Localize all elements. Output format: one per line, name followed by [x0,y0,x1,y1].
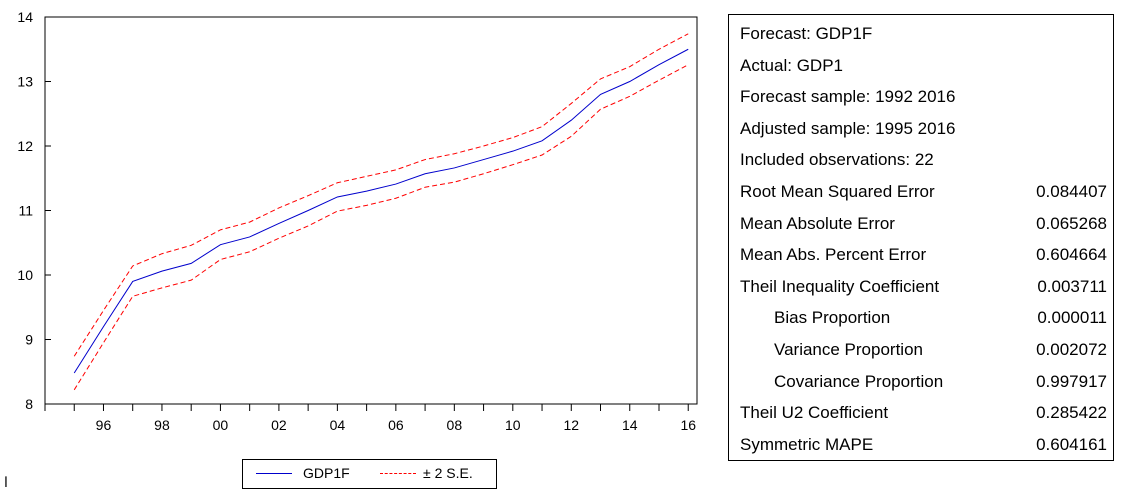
y-tick-label: 10 [17,267,33,283]
stat-row: Actual: GDP1 [729,50,1113,82]
stat-label: Covariance Proportion [774,371,944,391]
forecast-legend-swatch [256,473,292,474]
x-tick-label: 12 [563,417,579,433]
stat-row: Theil U2 Coefficient 0.285422 [729,397,1113,429]
x-tick-label: 02 [271,417,287,433]
stat-label: Variance Proportion [774,340,923,359]
y-tick-label: 11 [18,203,33,219]
x-tick-label: 04 [330,417,346,433]
stat-label: Theil U2 Coefficient [740,403,889,423]
lower-se-band-line [73,64,689,391]
stat-label: Actual: GDP1 [740,55,843,75]
x-tick-label: 14 [622,417,638,433]
stat-value: 0.003711 [1037,276,1107,296]
x-axis: 96 98 00 02 04 06 08 10 12 14 16 [44,404,696,433]
stat-value: 0.604664 [1036,245,1107,265]
stat-row: Variance Proportion 0.002072 [729,334,1113,366]
stat-label: Bias Proportion [774,308,891,328]
stat-label: Root Mean Squared Error [740,182,935,201]
x-tick-label: 10 [505,417,521,433]
stat-row: Theil Inequality Coefficient 0.003711 [729,271,1113,303]
stat-row: Bias Proportion 0.000011 [729,302,1113,334]
stat-row: Included observations: 22 [729,144,1113,176]
stat-row: Covariance Proportion 0.997917 [729,366,1113,398]
x-tick-label: 06 [388,417,404,433]
stat-label: Forecast sample: 1992 2016 [740,87,956,107]
stat-row: Mean Abs. Percent Error 0.604664 [729,239,1113,271]
y-tick-label: 9 [25,332,33,348]
stat-label: Mean Absolute Error [740,213,895,233]
y-axis: 8 9 10 11 12 13 14 [17,9,51,412]
forecast-chart: 8 9 10 11 12 13 14 96 98 00 02 04 06 08 10 12 14 16 [17,9,698,433]
stat-label: Symmetric MAPE [740,434,874,454]
side-mark: ا [4,474,8,490]
x-tick-label: 96 [96,417,112,433]
stat-row: Forecast sample: 1992 2016 [729,81,1113,113]
stat-value: 0.065268 [1036,213,1107,233]
y-tick-label: 8 [25,396,33,412]
stat-value: 0.084407 [1036,182,1107,201]
stat-value: 0.002072 [1036,340,1107,359]
gdp1f-forecast-line [73,48,689,374]
y-tick-label: 12 [17,138,33,154]
stat-value: 0.604161 [1036,434,1107,454]
x-tick-label: 08 [447,417,463,433]
series-group [73,33,689,391]
y-tick-label: 14 [17,9,33,25]
stat-label: Adjusted sample: 1995 2016 [740,118,956,138]
upper-se-band-line [73,33,689,357]
stat-row: Symmetric MAPE 0.604161 [729,429,1113,461]
forecast-legend-label: GDP1F [303,465,350,481]
stat-row: Adjusted sample: 1995 2016 [729,113,1113,145]
stat-label: Included observations: 22 [740,150,934,170]
stat-row: Root Mean Squared Error 0.084407 [729,176,1113,208]
legend: GDP1F ± 2 S.E. [242,459,497,489]
stat-label: Forecast: GDP1F [740,24,873,43]
plot-frame [44,16,698,405]
stat-label: Theil Inequality Coefficient [740,276,940,296]
x-tick-label: 00 [213,417,229,433]
stat-row: Forecast: GDP1F [729,18,1113,50]
y-tick-label: 13 [17,74,33,90]
stat-value: 0.000011 [1037,308,1107,328]
x-tick-label: 98 [154,417,170,433]
stat-row: Mean Absolute Error 0.065268 [729,208,1113,240]
stat-value: 0.997917 [1036,371,1107,391]
stat-label: Mean Abs. Percent Error [740,245,927,265]
forecast-statistics-panel: Forecast: GDP1F Actual: GDP1 Forecast samp… [728,14,1114,461]
stat-value: 0.285422 [1036,403,1107,423]
se-legend-swatch [380,473,416,474]
x-tick-label: 16 [680,417,696,433]
se-legend-label: ± 2 S.E. [423,465,473,481]
